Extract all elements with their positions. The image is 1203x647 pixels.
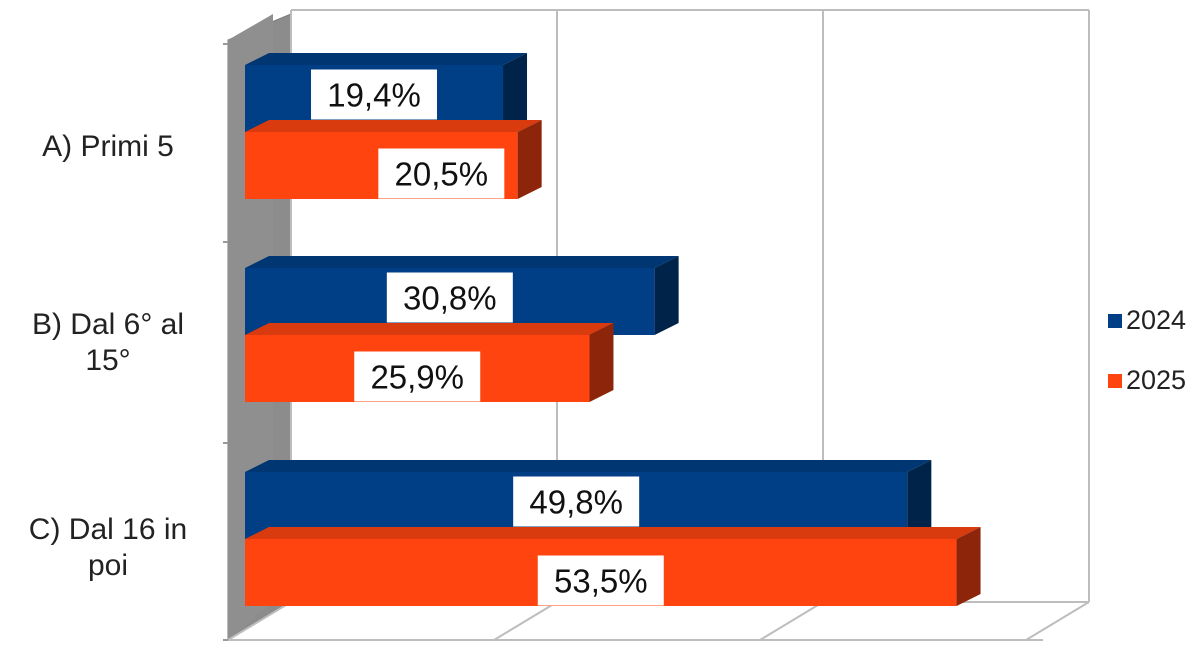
data-label: 53,5% — [554, 563, 648, 600]
bar-side-face — [956, 527, 981, 606]
floor-gridline — [759, 601, 824, 641]
bar-side-face — [907, 460, 932, 539]
category-label-line: B) Dal 6° al — [31, 308, 185, 341]
category-label: B) Dal 6° al 15° — [8, 307, 208, 379]
data-label-box — [354, 351, 481, 402]
category-label: A) Primi 5 — [8, 129, 208, 165]
floor-gridline — [1025, 601, 1090, 641]
data-label-box — [378, 148, 505, 199]
bar-top-face — [245, 323, 614, 335]
legend-swatch — [1108, 313, 1122, 328]
bar-side-face — [517, 120, 542, 199]
bar-top-face — [245, 256, 679, 268]
bar-top-face — [245, 120, 542, 132]
data-label-box — [513, 476, 640, 527]
data-label-box — [386, 272, 513, 323]
category-label-line: C) Dal 16 in — [28, 513, 188, 546]
data-label: 49,8% — [529, 484, 623, 521]
bar-side-face — [503, 53, 528, 132]
data-label: 19,4% — [327, 77, 421, 114]
bar-top-face — [245, 53, 528, 65]
category-label-line: A) Primi 5 — [42, 130, 174, 163]
bar-top-face — [245, 460, 932, 472]
bar-top-face — [245, 527, 981, 539]
floor-gridline — [493, 601, 558, 641]
floor-gridline — [227, 601, 292, 641]
legend-swatch — [1108, 373, 1122, 388]
bar-side-face — [654, 256, 679, 335]
data-label: 30,8% — [403, 280, 497, 317]
bar-side-face — [589, 323, 614, 402]
category-label: C) Dal 16 in poi — [8, 512, 208, 584]
legend-item: 2025 — [1108, 365, 1186, 396]
data-label-box — [537, 555, 664, 606]
data-labels-layer: 19,4% 20,5% 30,8% 25,9% 49,8% 53,5% — [311, 69, 664, 606]
legend-label: 2024 — [1126, 305, 1187, 335]
legend-item: 2024 — [1108, 305, 1186, 336]
data-label: 20,5% — [395, 156, 489, 193]
category-label-line: 15° — [85, 344, 131, 377]
data-label: 25,9% — [370, 359, 464, 396]
data-label-box — [311, 69, 438, 120]
legend-label: 2025 — [1126, 365, 1187, 395]
category-label-line: poi — [87, 549, 129, 582]
